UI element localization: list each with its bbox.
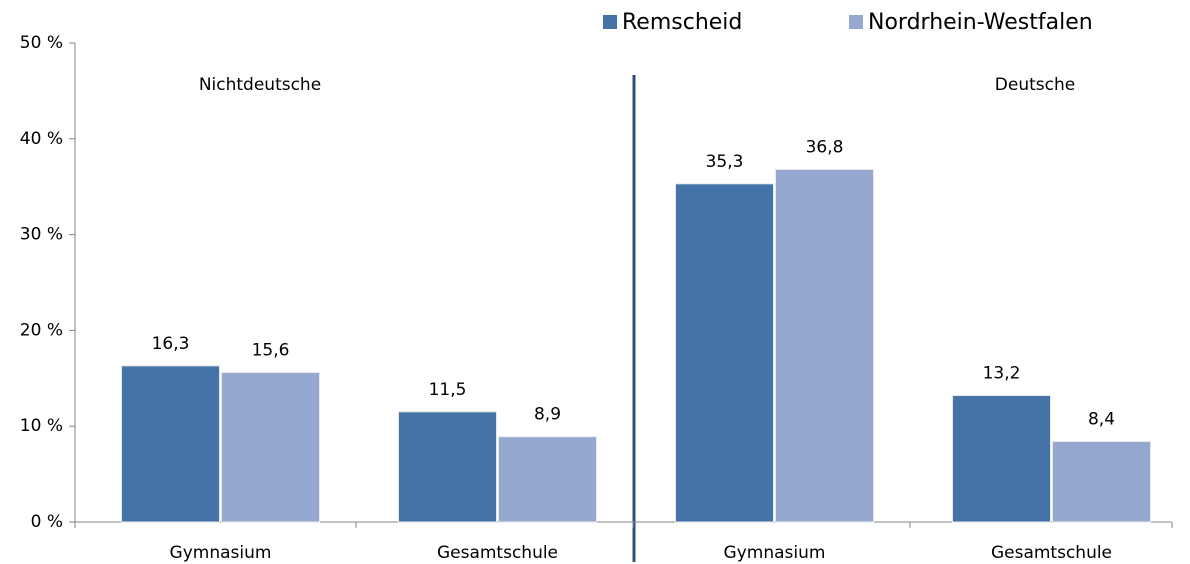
y-tick-label: 30 % (20, 225, 63, 245)
group-label: Nichtdeutsche (199, 75, 321, 95)
bar (1052, 441, 1151, 523)
group-label: Deutsche (995, 75, 1075, 95)
y-tick-label: 0 % (31, 512, 63, 532)
bar (675, 183, 774, 523)
x-tick-label: Gymnasium (724, 543, 826, 563)
legend-label: Remscheid (622, 10, 742, 35)
legend-swatch (849, 15, 863, 29)
x-tick-label: Gymnasium (170, 543, 272, 563)
legend-swatch (603, 15, 617, 29)
legend-label: Nordrhein-Westfalen (868, 10, 1093, 35)
bar (498, 436, 597, 523)
bar (775, 168, 874, 523)
value-label: 16,3 (152, 334, 190, 354)
y-tick-label: 10 % (20, 416, 63, 436)
value-label: 8,9 (534, 405, 561, 425)
x-tick-label: Gesamtschule (437, 543, 558, 563)
value-label: 15,6 (252, 341, 290, 361)
value-label: 13,2 (983, 364, 1021, 384)
bar (121, 365, 220, 523)
y-tick-label: 40 % (20, 129, 63, 149)
y-tick-label: 50 % (20, 33, 63, 53)
value-label: 35,3 (706, 152, 744, 172)
y-tick-label: 20 % (20, 320, 63, 340)
value-label: 11,5 (429, 380, 467, 400)
legend: Remscheid Nordrhein-Westfalen (603, 10, 1093, 35)
bar (952, 395, 1051, 523)
value-label: 36,8 (806, 137, 844, 157)
bar (221, 372, 320, 523)
x-tick-label: Gesamtschule (991, 543, 1112, 563)
bar (398, 411, 497, 523)
value-label: 8,4 (1088, 410, 1115, 430)
